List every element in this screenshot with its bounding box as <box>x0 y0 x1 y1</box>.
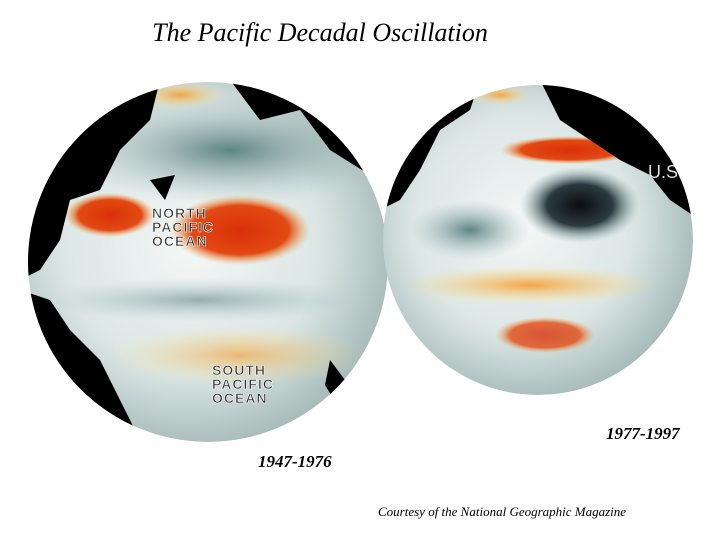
ocean-label: NORTH <box>152 205 207 221</box>
ocean-label: PACIFIC <box>212 376 274 392</box>
ocean-label: OCEAN <box>152 233 208 249</box>
period-label: 1977-1997 <box>606 424 680 443</box>
ocean-label: OCEAN <box>212 390 268 406</box>
credit: Courtesy of the National Geographic Maga… <box>378 504 627 519</box>
ocean-label: SOUTH <box>212 362 266 378</box>
period-label: 1947-1976 <box>258 452 332 471</box>
globe-1977: U.S. <box>383 85 693 395</box>
slide-title: The Pacific Decadal Oscillation <box>152 18 488 47</box>
country-label: U.S. <box>648 162 683 182</box>
ocean-label: PACIFIC <box>152 219 214 235</box>
globe-1947: NORTH PACIFIC OCEAN SOUTH PACIFIC OCEAN <box>28 82 388 442</box>
